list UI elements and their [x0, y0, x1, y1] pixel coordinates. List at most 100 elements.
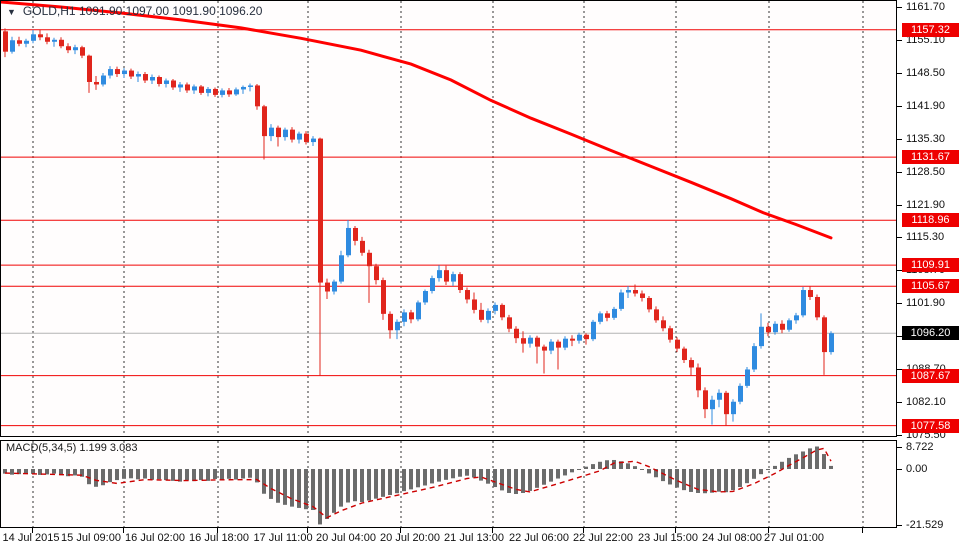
macd-panel[interactable] [0, 440, 897, 528]
candle [423, 291, 428, 303]
candle [10, 40, 15, 52]
candle [661, 320, 666, 329]
macd-histogram-bar [283, 469, 287, 505]
macd-histogram-bar [360, 469, 364, 502]
time-tick-mark [862, 528, 863, 533]
time-label: 23 Jul 15:00 [638, 532, 698, 544]
candle [73, 47, 78, 51]
macd-histogram-bar [612, 459, 616, 469]
candle [759, 326, 764, 347]
candle [241, 86, 246, 90]
candle [164, 80, 169, 84]
candle [129, 70, 134, 77]
main-chart-area[interactable] [0, 0, 897, 437]
macd-histogram-bar [73, 469, 77, 476]
candle [815, 296, 820, 318]
macd-histogram-bar [94, 469, 98, 487]
time-tick-mark [675, 528, 676, 533]
candle [199, 86, 204, 93]
level-price-badge: 1109.91 [902, 258, 959, 273]
macd-histogram-bar [731, 469, 735, 491]
candle [647, 297, 652, 310]
candle [353, 227, 358, 241]
level-price-badge: 1105.67 [902, 279, 959, 294]
macd-histogram-bar [689, 469, 693, 492]
candle [31, 34, 36, 41]
macd-histogram-bar [458, 469, 462, 477]
candle [605, 313, 610, 318]
macd-histogram-bar [213, 469, 217, 480]
macd-histogram-bar [192, 469, 196, 482]
macd-tick-label: 8.722 [906, 440, 934, 453]
macd-histogram-bar [696, 469, 700, 493]
candle [220, 90, 225, 95]
price-tick-mark [897, 434, 902, 436]
macd-histogram-bar [584, 466, 588, 469]
macd-histogram-bar [465, 469, 469, 476]
candle [724, 392, 729, 415]
macd-histogram-bar [528, 469, 532, 491]
candle [829, 333, 834, 353]
macd-histogram-bar [45, 469, 49, 475]
candle [416, 302, 421, 320]
candle [80, 47, 85, 56]
macd-signal-line [4, 447, 832, 519]
macd-histogram-bar [178, 469, 182, 482]
macd-histogram-bar [374, 469, 378, 499]
macd-histogram-bar [535, 469, 539, 488]
price-tick-mark [897, 369, 902, 371]
macd-histogram-bar [255, 469, 259, 483]
macd-tick-label: 0.00 [906, 463, 928, 475]
price-tick-label: 1148.50 [906, 66, 945, 79]
price-chart-canvas[interactable] [1, 1, 896, 436]
candle [283, 129, 288, 138]
time-label: 14 Jul 2015 [2, 532, 60, 544]
macd-histogram-bar [416, 469, 420, 488]
macd-histogram-bar [122, 469, 126, 479]
macd-histogram-bar [640, 469, 644, 470]
candle [87, 55, 92, 82]
symbol-dropdown-icon[interactable]: ▼ [7, 7, 16, 17]
candle [675, 339, 680, 349]
candle [780, 323, 785, 330]
time-tick-mark [217, 528, 218, 533]
macd-histogram-bar [143, 469, 147, 479]
macd-histogram-bar [738, 469, 742, 488]
candle [479, 309, 484, 320]
candle [521, 338, 526, 344]
macd-histogram-bar [52, 469, 56, 474]
macd-canvas[interactable] [1, 441, 896, 527]
price-tick-mark [897, 39, 902, 41]
macd-histogram-bar [542, 469, 546, 485]
candle [654, 309, 659, 321]
macd-histogram-bar [423, 469, 427, 486]
macd-histogram-bar [556, 469, 560, 479]
macd-histogram-bar [381, 469, 385, 497]
price-tick-mark [897, 270, 902, 272]
time-axis: 14 Jul 2015 15 Jul 09:00 16 Jul 02:00 16 Ju… [0, 528, 974, 551]
macd-histogram-bar [150, 469, 154, 480]
price-tick-label: 1161.70 [906, 1, 945, 13]
time-tick-mark [307, 528, 308, 533]
candle [808, 290, 813, 297]
macd-histogram-bar [430, 469, 434, 484]
candle [234, 89, 239, 95]
candle [752, 346, 757, 370]
candle [339, 255, 344, 282]
candle [766, 326, 771, 333]
candle [696, 367, 701, 391]
macd-histogram-bar [269, 469, 273, 499]
candle [514, 328, 519, 339]
macd-histogram-bar [472, 469, 476, 478]
macd-histogram-bar [367, 469, 371, 501]
macd-histogram-bar [17, 469, 21, 475]
macd-histogram-bar [521, 469, 525, 493]
macd-histogram-bar [136, 469, 140, 480]
candle [94, 81, 99, 85]
candle [318, 138, 323, 283]
time-tick-mark [768, 528, 769, 533]
macd-histogram-bar [66, 469, 70, 477]
price-tick-mark [897, 204, 902, 206]
macd-histogram-bar [822, 454, 826, 469]
